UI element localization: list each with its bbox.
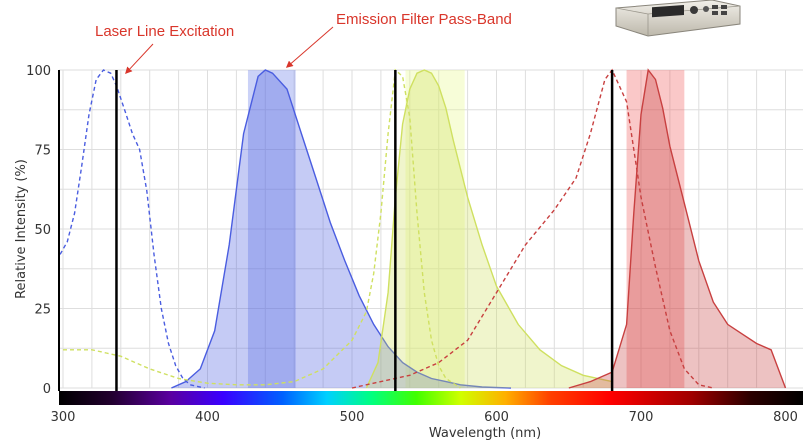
x-tick-label: 500 bbox=[340, 410, 365, 425]
emission-area bbox=[171, 70, 511, 388]
emission-area bbox=[366, 70, 613, 388]
emission-curve bbox=[568, 68, 787, 389]
y-tick-label: 75 bbox=[34, 144, 51, 159]
wavelength-spectrum-bar bbox=[59, 391, 803, 405]
spectra-series bbox=[59, 68, 787, 389]
laser-lines bbox=[115, 70, 614, 392]
annotation-label: Emission Filter Pass-Band bbox=[336, 11, 512, 28]
y-tick-label: 0 bbox=[43, 382, 51, 397]
annotation-arrow bbox=[285, 26, 334, 68]
filter-band bbox=[405, 70, 465, 388]
x-tick-label: 400 bbox=[195, 410, 220, 425]
annotation-arrow bbox=[125, 43, 154, 75]
grid bbox=[59, 69, 803, 389]
emission-area bbox=[568, 70, 786, 388]
filter-band bbox=[626, 70, 685, 388]
filter-band bbox=[247, 70, 296, 388]
x-tick-label: 800 bbox=[773, 410, 798, 425]
filter-bands bbox=[247, 70, 685, 388]
emission-curve bbox=[171, 69, 512, 389]
annotations: Laser Line Excitation Emission Filter Pas… bbox=[95, 11, 512, 75]
x-tick-label: 600 bbox=[484, 410, 509, 425]
x-tick-label: 700 bbox=[629, 410, 654, 425]
x-tick-label: 300 bbox=[51, 410, 76, 425]
annotation-label: Laser Line Excitation bbox=[95, 23, 234, 40]
y-axis-title: Relative Intensity (%) bbox=[14, 159, 29, 299]
fluorescence-instrument-icon bbox=[612, 0, 742, 38]
excitation-curve bbox=[63, 68, 461, 389]
x-axis-title: Wavelength (nm) bbox=[429, 426, 541, 441]
y-tick-labels: 0 25 50 75 100 bbox=[26, 64, 51, 397]
x-tick-labels: 300 400 500 600 700 800 bbox=[51, 410, 798, 425]
y-tick-label: 50 bbox=[34, 223, 51, 238]
y-tick-label: 100 bbox=[26, 64, 51, 79]
y-tick-label: 25 bbox=[34, 303, 51, 318]
